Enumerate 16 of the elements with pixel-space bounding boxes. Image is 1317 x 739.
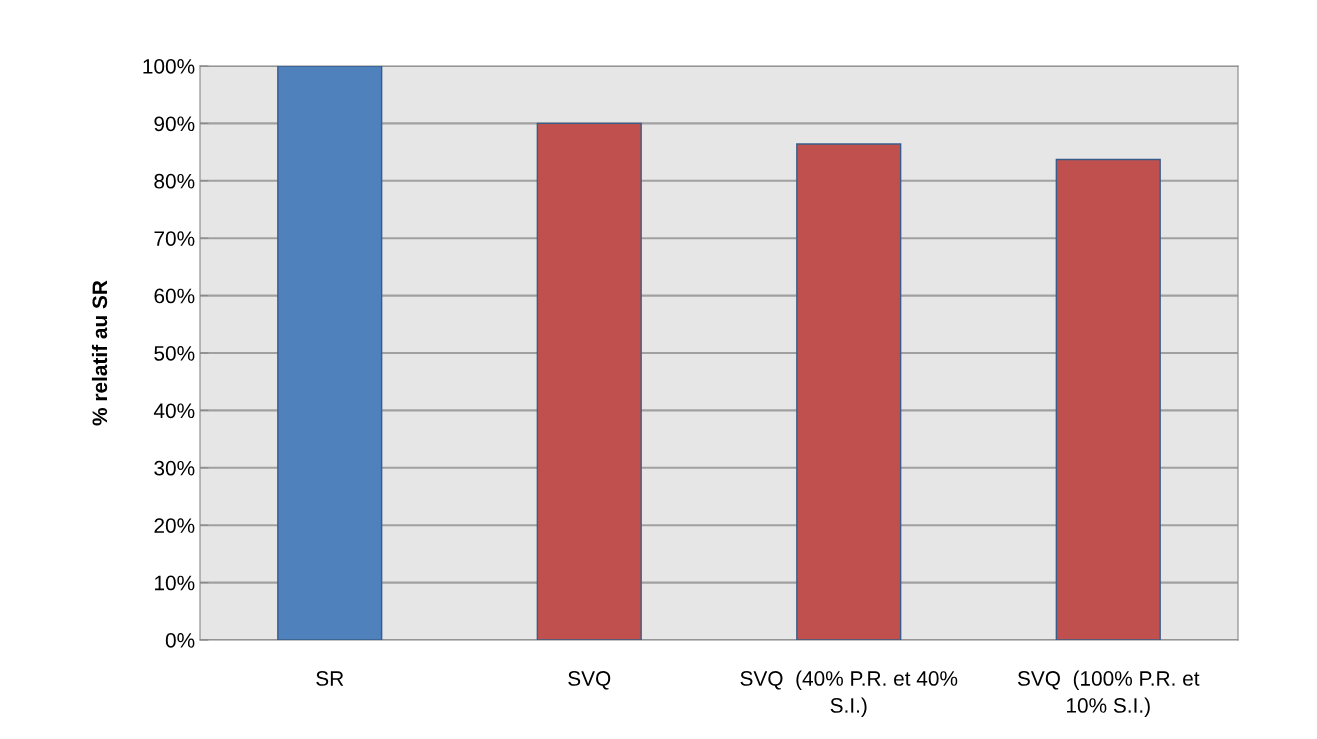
y-tick-label: 10% (155, 575, 195, 591)
x-tick-label: SVQ (568, 671, 611, 690)
x-tick-label: SVQ (40% P.R. et 40% S.I.) (740, 670, 958, 717)
y-tick-label: 30% (154, 460, 195, 476)
y-tick-label: 80% (154, 173, 195, 189)
y-tick-label: 50% (154, 346, 195, 361)
x-tick-label: SVQ (100% P.R. et 10% S.I.) (1017, 670, 1200, 717)
y-tick-label: 70% (154, 231, 195, 246)
y-tick-label: 20% (154, 518, 195, 533)
y-tick-label: 60% (154, 288, 195, 304)
y-tick-label: 40% (153, 403, 195, 419)
y-tick-label: 100% (143, 59, 195, 74)
y-tick-label: 90% (154, 116, 195, 132)
y-tick-label: 0% (165, 633, 195, 648)
x-tick-label: SR (316, 671, 344, 686)
y-axis-title: % relatif au SR (91, 280, 108, 426)
